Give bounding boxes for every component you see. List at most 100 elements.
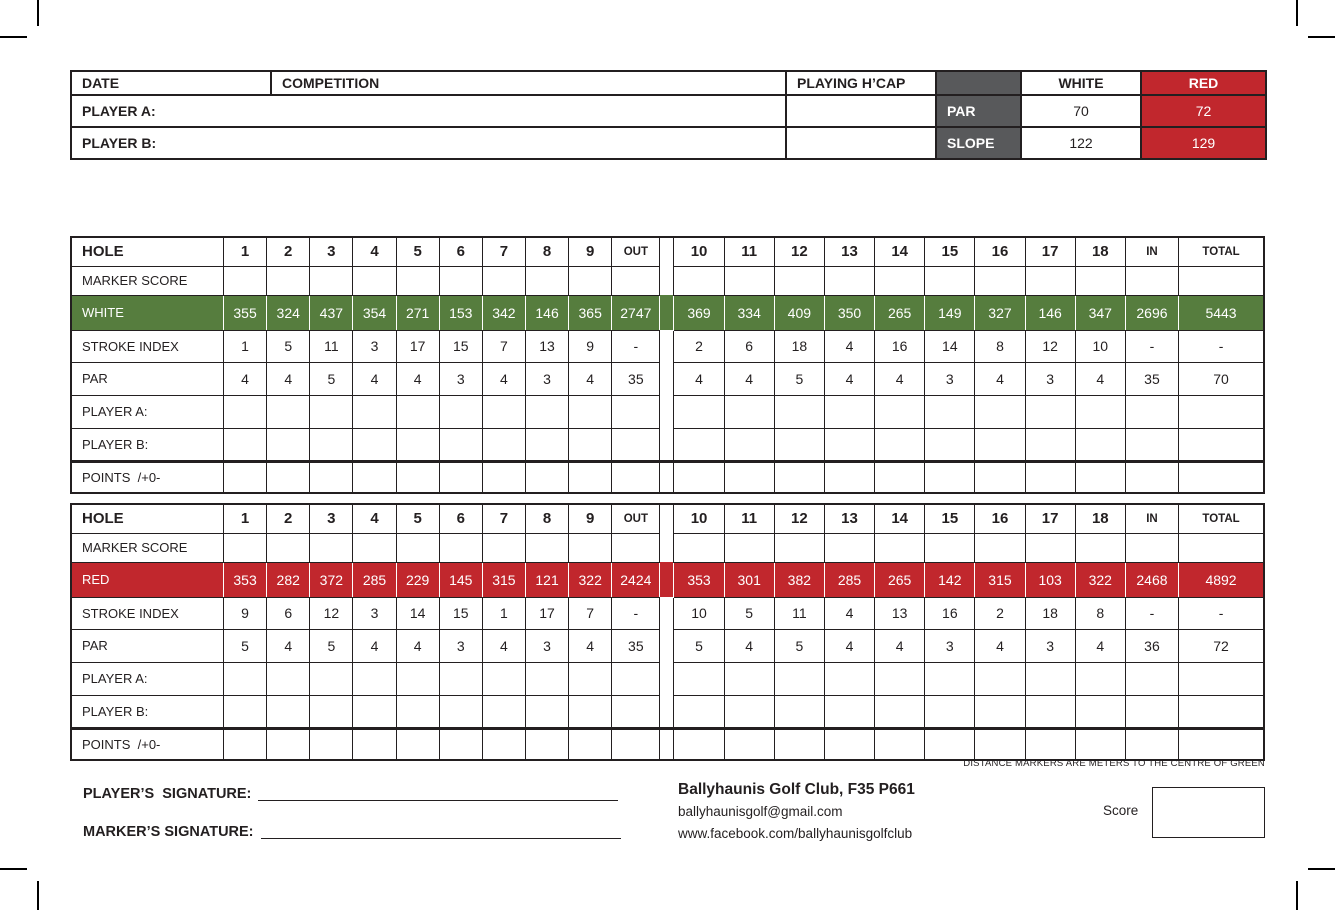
par-cell: 5: [673, 628, 725, 663]
points-cell: [309, 726, 354, 761]
marker-score-cell: [823, 532, 876, 563]
stroke-index-cell: 5: [723, 596, 775, 630]
markers-signature-row: MARKER’S SIGNATURE:: [83, 824, 621, 840]
distance-cell: 382: [773, 561, 825, 598]
stroke-index-label: STROKE INDEX: [70, 596, 224, 630]
player-a-score-cell: [395, 661, 440, 696]
marker-score-cell: [438, 265, 483, 296]
par-cell-out: 35: [611, 628, 661, 663]
hole-number-header: 16: [974, 236, 1026, 267]
stroke-index-cell: 18: [773, 329, 825, 363]
player-a-score-cell: [481, 661, 526, 696]
hole-number-header: 8: [524, 236, 570, 267]
player-b-score-cell: [309, 427, 354, 462]
stroke-index-cell-in: -: [1124, 596, 1180, 630]
par-cell: 4: [673, 361, 725, 396]
par-cell: 4: [222, 361, 268, 396]
player-b-score-cell: [266, 694, 311, 729]
points-cell: [974, 459, 1026, 494]
points-cell: [266, 726, 311, 761]
distance-cell: 229: [395, 561, 440, 598]
distance-cell: 355: [222, 294, 268, 331]
player-a-score-cell: [773, 394, 825, 429]
points-cell: [481, 726, 526, 761]
player-b-score-cell: [924, 694, 976, 729]
column-spacer: [659, 330, 675, 362]
distance-cell: 324: [266, 294, 311, 331]
hole-number-header: 13: [823, 236, 876, 267]
par-cell: 4: [974, 628, 1026, 663]
points-cell: [1074, 459, 1126, 494]
markers-signature-label: MARKER’S SIGNATURE:: [83, 824, 254, 840]
player-a-score-cell: [309, 661, 354, 696]
stroke-index-cell: 1: [481, 596, 526, 630]
par-cell: 5: [309, 628, 354, 663]
player-a-score-cell: [974, 661, 1026, 696]
distance-cell: 146: [524, 294, 570, 331]
player-a-score-cell: [524, 661, 570, 696]
player-a-score-cell: [1178, 394, 1265, 429]
points-cell: [309, 459, 354, 494]
player-b-score-cell: [266, 427, 311, 462]
distance-cell: 322: [1074, 561, 1126, 598]
distance-cell: 322: [568, 561, 613, 598]
distance-cell: 353: [222, 561, 268, 598]
player-b-score-cell: [395, 694, 440, 729]
distance-cell: 369: [673, 294, 725, 331]
hole-number-header: 10: [673, 503, 725, 534]
score-table-red: HOLE 1 2 3 4 5 6 7 8 9 OUT 10 11 12 13 14 15 16 17 18 IN TOTA…: [70, 503, 1265, 761]
column-spacer: [659, 597, 675, 629]
player-b-score-cell: [773, 427, 825, 462]
player-a-score-cell: [611, 394, 661, 429]
par-cell: 4: [352, 628, 397, 663]
player-a-score-cell: [266, 394, 311, 429]
points-cell: [1124, 726, 1180, 761]
hole-number-header: 2: [266, 236, 311, 267]
hole-number-header: 6: [438, 236, 483, 267]
slope-white-value: 122: [1020, 126, 1142, 160]
player-b-score-cell: [222, 694, 268, 729]
marker-score-cell: [524, 532, 570, 563]
hole-number-header: 7: [481, 503, 526, 534]
total-header: TOTAL: [1178, 503, 1265, 534]
points-cell: [823, 726, 876, 761]
stroke-index-cell: 7: [481, 329, 526, 363]
points-cell: [611, 459, 661, 494]
marker-score-cell: [568, 532, 613, 563]
club-info: Ballyhaunis Golf Club, F35 P661 ballyhau…: [678, 779, 915, 845]
stroke-index-cell: 11: [773, 596, 825, 630]
distance-cell: 353: [673, 561, 725, 598]
hole-number-header: 18: [1074, 503, 1126, 534]
par-cell: 5: [773, 628, 825, 663]
player-a-score-cell: [1074, 661, 1126, 696]
marker-score-cell: [1178, 532, 1265, 563]
marker-score-cell: [773, 265, 825, 296]
crop-mark-bottom-left-h: [0, 868, 27, 870]
par-cell: 4: [266, 628, 311, 663]
column-spacer: [659, 726, 675, 760]
player-a-label: PLAYER A:: [70, 394, 224, 429]
club-facebook: www.facebook.com/ballyhaunisgolfclub: [678, 826, 913, 841]
column-spacer: [659, 504, 675, 533]
marker-score-cell: [266, 265, 311, 296]
column-spacer: [659, 629, 675, 662]
player-b-label: PLAYER B:: [70, 694, 224, 729]
stroke-index-cell: 4: [823, 596, 876, 630]
player-b-score-cell: [1124, 694, 1180, 729]
hole-number-header: 6: [438, 503, 483, 534]
hole-number-header: 16: [974, 503, 1026, 534]
distance-cell: 347: [1074, 294, 1126, 331]
hole-label: HOLE: [70, 503, 224, 534]
marker-score-cell: [723, 265, 775, 296]
player-b-score-cell: [1178, 427, 1265, 462]
player-a-score-cell: [222, 394, 268, 429]
stroke-index-cell: 5: [266, 329, 311, 363]
slope-row-label: SLOPE: [935, 126, 1022, 160]
hole-number-header: 5: [395, 503, 440, 534]
par-cell: 3: [524, 628, 570, 663]
player-b-score-cell: [611, 427, 661, 462]
player-a-score-cell: [874, 394, 926, 429]
par-cell-in: 35: [1124, 361, 1180, 396]
player-b-score-cell: [611, 694, 661, 729]
points-cell: [924, 726, 976, 761]
